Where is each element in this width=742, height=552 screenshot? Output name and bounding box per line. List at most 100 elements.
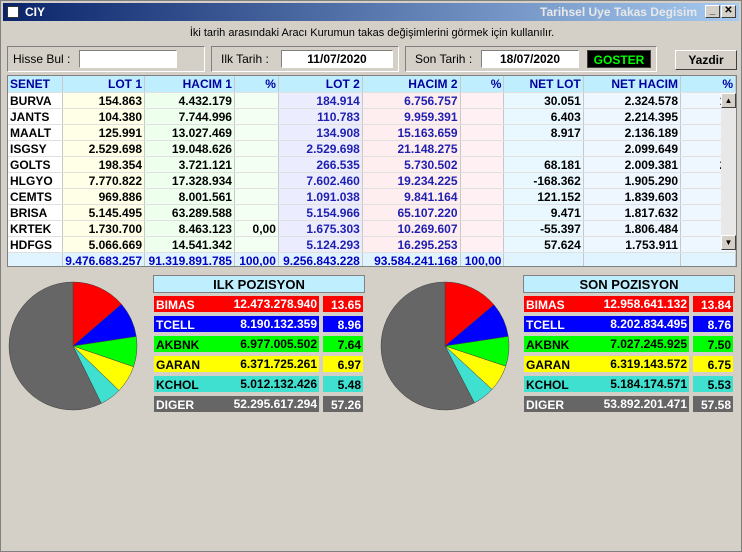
value-cell [234, 188, 279, 205]
value-cell [503, 140, 584, 157]
position-row[interactable]: KCHOL 5.184.174.571 5.53 [523, 375, 735, 393]
column-header[interactable]: % [460, 76, 505, 93]
column-header[interactable]: NET HACIM [583, 76, 682, 93]
value-cell: 2.529.698 [278, 140, 363, 157]
value-cell [460, 92, 505, 109]
ilk-tarih-label: Ilk Tarih : [221, 52, 269, 66]
value-cell: 5.066.669 [62, 236, 146, 253]
son-tarih-label: Son Tarih : [415, 52, 473, 66]
table-row[interactable]: CEMTS 969.886 8.001.561 1.091.038 9.841.164 1… [8, 188, 736, 205]
column-header[interactable]: LOT 2 [278, 76, 363, 93]
value-cell: 1.091.038 [278, 188, 363, 205]
value-cell: 1.817.632 [583, 204, 682, 221]
value-cell: 121.152 [503, 188, 584, 205]
title-bar[interactable]: CIY Tarihsel Uye Takas Degisim _ ✕ [3, 3, 739, 21]
table-row[interactable]: HDFGS 5.066.669 14.541.342 5.124.293 16.295.… [8, 236, 736, 253]
column-header[interactable]: NET LOT [503, 76, 584, 93]
position-value: 8.190.132.359 [240, 317, 317, 331]
table-row[interactable]: ISGSY 2.529.698 19.048.626 2.529.698 21.148.… [8, 140, 736, 157]
minimize-button[interactable]: _ [705, 5, 720, 18]
close-icon: ✕ [724, 5, 733, 16]
position-value: 52.295.617.294 [233, 397, 317, 411]
position-row[interactable]: DIGER 53.892.201.471 57.58 [523, 395, 735, 413]
table-row[interactable]: HLGYO 7.770.822 17.328.934 7.602.460 19.234.… [8, 172, 736, 189]
position-name: BIMAS [153, 295, 320, 313]
scroll-down-button[interactable]: ▼ [721, 235, 736, 250]
value-cell: 57.624 [503, 236, 584, 253]
value-cell: 1.730.700 [62, 220, 146, 237]
value-cell: 9.841.164 [362, 188, 461, 205]
goster-button[interactable]: GOSTER [587, 50, 651, 68]
hisse-search-input[interactable] [79, 50, 177, 68]
position-name: DIGER [153, 395, 320, 413]
position-percent: 6.75 [692, 355, 734, 373]
son-pozisyon-title: SON POZISYON [523, 275, 735, 293]
position-row[interactable]: GARAN 6.371.725.261 6.97 [153, 355, 365, 373]
value-cell: 7.770.822 [62, 172, 146, 189]
window-title: CIY [25, 5, 46, 19]
value-cell [460, 236, 505, 253]
value-cell: 1.675.303 [278, 220, 363, 237]
position-row[interactable]: GARAN 6.319.143.572 6.75 [523, 355, 735, 373]
position-row[interactable]: AKBNK 7.027.245.925 7.50 [523, 335, 735, 353]
position-row[interactable]: TCELL 8.190.132.359 8.96 [153, 315, 365, 333]
yazdir-button[interactable]: Yazdir [675, 50, 737, 70]
position-value: 7.027.245.925 [610, 337, 687, 351]
arrow-down-icon: ▼ [724, 238, 733, 247]
ilk-pozisyon-title: ILK POZISYON [153, 275, 365, 293]
value-cell: 63.289.588 [144, 204, 235, 221]
total-cell: 91.319.891.785 [144, 252, 235, 266]
symbol-cell: BRISA [8, 204, 64, 221]
grid-scrollbar[interactable]: ▲ ▼ [721, 93, 736, 250]
position-row[interactable]: KCHOL 5.012.132.426 5.48 [153, 375, 365, 393]
value-cell: 198.354 [62, 156, 146, 173]
column-header[interactable]: HACIM 2 [362, 76, 461, 93]
value-cell [234, 156, 279, 173]
son-tarih-input[interactable]: 18/07/2020 [481, 50, 579, 68]
column-header[interactable]: % [234, 76, 279, 93]
position-percent: 57.58 [692, 395, 734, 413]
position-value: 5.184.174.571 [610, 377, 687, 391]
position-percent: 57.26 [322, 395, 364, 413]
hisse-group [7, 46, 205, 72]
symbol-cell: GOLTS [8, 156, 64, 173]
total-cell: 100,00 [460, 252, 505, 266]
value-cell: 14.541.342 [144, 236, 235, 253]
column-header[interactable]: SENET [8, 76, 64, 93]
position-row[interactable]: DIGER 52.295.617.294 57.26 [153, 395, 365, 413]
value-cell [460, 156, 505, 173]
position-row[interactable]: TCELL 8.202.834.495 8.76 [523, 315, 735, 333]
position-name: KCHOL [153, 375, 320, 393]
position-percent: 7.64 [322, 335, 364, 353]
value-cell [460, 124, 505, 141]
position-row[interactable]: BIMAS 12.473.278.940 13.65 [153, 295, 365, 313]
pie-slice [444, 281, 495, 347]
table-row[interactable]: KRTEK 1.730.700 8.463.123 0,00 1.675.303 10.2… [8, 220, 736, 237]
ilk-tarih-input[interactable]: 11/07/2020 [281, 50, 393, 68]
position-percent: 5.48 [322, 375, 364, 393]
table-row[interactable]: GOLTS 198.354 3.721.121 266.535 5.730.502 68.… [8, 156, 736, 173]
value-cell: 2.214.395 [583, 108, 682, 125]
position-name: DIGER [523, 395, 690, 413]
close-button[interactable]: ✕ [721, 5, 736, 18]
takas-table: SENET LOT 1 HACIM 1% LOT 2 HACIM 2% NET LOT NE… [8, 76, 736, 266]
scroll-up-button[interactable]: ▲ [721, 93, 736, 108]
value-cell: 10.269.607 [362, 220, 461, 237]
table-row[interactable]: BURVA 154.863 4.432.179 184.914 6.756.757 30.… [8, 92, 736, 109]
value-cell [460, 172, 505, 189]
total-cell: 93.584.241.168 [362, 252, 461, 266]
column-header[interactable]: % [680, 76, 736, 93]
column-header[interactable]: LOT 1 [62, 76, 146, 93]
value-cell: 17.328.934 [144, 172, 235, 189]
position-percent: 8.96 [322, 315, 364, 333]
hisse-label: Hisse Bul : [13, 52, 71, 66]
table-row[interactable]: MAALT 125.991 13.027.469 134.908 15.163.659 8… [8, 124, 736, 141]
value-cell: 154.863 [62, 92, 146, 109]
position-row[interactable]: AKBNK 6.977.005.502 7.64 [153, 335, 365, 353]
ilk-pozisyon-pie [8, 281, 138, 411]
table-row[interactable]: JANTS 104.380 7.744.996 110.783 9.959.391 6.4… [8, 108, 736, 125]
position-row[interactable]: BIMAS 12.958.641.132 13.84 [523, 295, 735, 313]
column-header[interactable]: HACIM 1 [144, 76, 235, 93]
value-cell [234, 124, 279, 141]
table-row[interactable]: BRISA 5.145.495 63.289.588 5.154.966 65.107.… [8, 204, 736, 221]
